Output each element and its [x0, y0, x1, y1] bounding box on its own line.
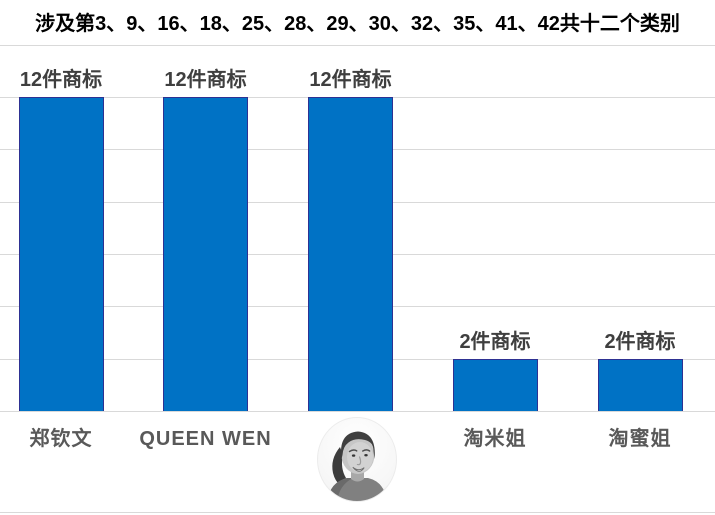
- category-label-2: QUEEN WEN: [139, 428, 272, 450]
- bar-value-label-4: 2件商标: [459, 330, 531, 353]
- category-label-1: 郑钦文: [29, 428, 93, 450]
- bar-value-label-2: 12件商标: [164, 68, 247, 91]
- bar-category-1: [18, 96, 104, 411]
- category-avatar: [317, 417, 397, 502]
- bar-category-5: [597, 358, 683, 411]
- chart-title: 涉及第3、9、16、18、25、28、29、30、32、35、41、42共十二个…: [35, 13, 680, 35]
- bar-category-2: [163, 96, 248, 411]
- bar-value-label-1: 12件商标: [19, 68, 103, 91]
- bar-value-label-3: 12件商标: [309, 68, 392, 91]
- bar-category-4: [452, 358, 538, 411]
- bar-value-label-5: 2件商标: [604, 330, 676, 353]
- gridline-y-14: [0, 44, 715, 46]
- portrait-photo-icon: [317, 417, 397, 502]
- chart-bottom-border: [0, 512, 715, 513]
- gridline-y-0: [0, 411, 715, 412]
- category-label-5: 淘蜜姐: [608, 428, 672, 450]
- category-label-4: 淘米姐: [463, 428, 527, 450]
- bar-category-3: [308, 96, 393, 411]
